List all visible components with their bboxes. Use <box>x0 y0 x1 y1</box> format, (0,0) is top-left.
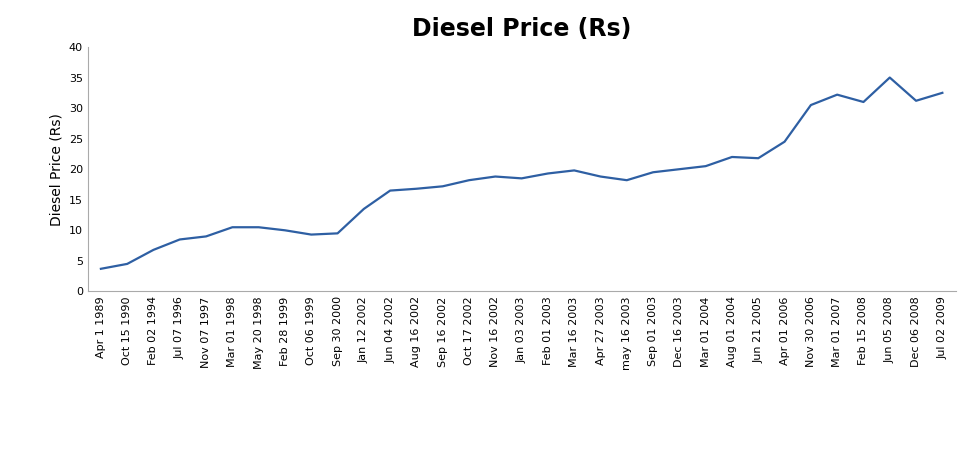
Y-axis label: Diesel Price (Rs): Diesel Price (Rs) <box>49 113 63 226</box>
Title: Diesel Price (Rs): Diesel Price (Rs) <box>411 17 632 41</box>
